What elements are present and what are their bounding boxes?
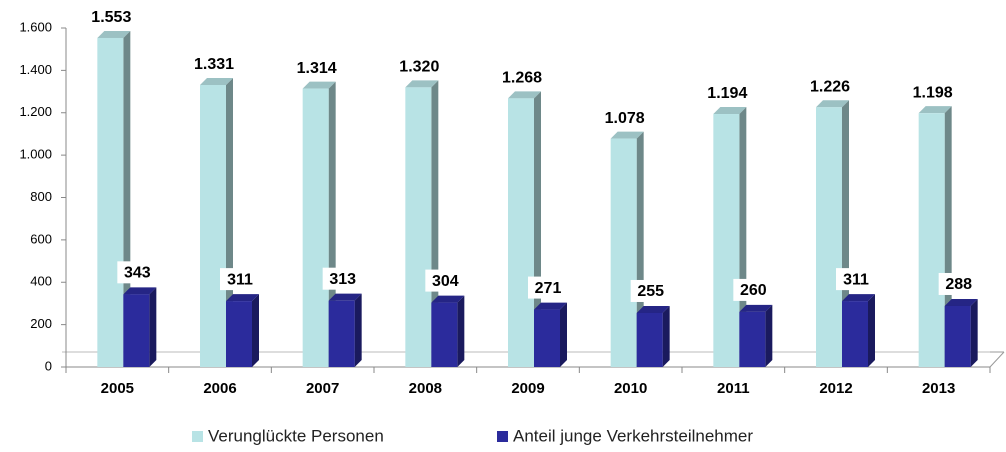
bar <box>97 37 124 367</box>
bar-top <box>610 131 644 139</box>
bar-top <box>636 305 670 313</box>
bar-top <box>200 77 233 85</box>
value-label: 260 <box>740 282 767 299</box>
value-label: 343 <box>124 265 151 282</box>
bar-top <box>431 295 465 303</box>
bar <box>944 305 971 367</box>
bar-top <box>226 294 259 302</box>
bar-top <box>405 80 439 88</box>
value-label: 1.194 <box>707 85 747 102</box>
y-tick-label: 800 <box>30 189 52 204</box>
value-label-box <box>630 279 671 302</box>
value-label-box <box>836 268 876 291</box>
bar-side <box>970 298 978 367</box>
bar-top <box>508 91 541 99</box>
bar-side <box>560 302 567 367</box>
bar <box>739 311 766 367</box>
value-label: 1.331 <box>194 56 234 73</box>
legend-label: Verunglückte Personen <box>208 426 384 445</box>
bar-side <box>149 287 157 367</box>
bar-top <box>713 107 747 115</box>
bar <box>508 98 534 367</box>
x-tick-label: 2006 <box>203 380 236 397</box>
bar <box>431 302 458 367</box>
x-tick-label: 2005 <box>101 380 134 397</box>
bar <box>123 294 150 367</box>
value-label-box <box>425 269 466 292</box>
legend-swatch <box>192 431 203 442</box>
value-label: 1.198 <box>913 84 953 101</box>
value-label: 1.078 <box>605 110 645 127</box>
x-tick-label: 2010 <box>614 380 647 397</box>
value-label-box <box>733 278 774 301</box>
bar <box>713 114 740 368</box>
bar-side <box>739 107 747 368</box>
bar-top <box>944 298 978 306</box>
y-tick-label: 400 <box>30 274 52 289</box>
value-label: 255 <box>637 283 664 300</box>
bar <box>226 301 252 367</box>
legend-swatch <box>497 431 508 442</box>
x-tick-label: 2011 <box>717 380 750 397</box>
value-label-box <box>322 267 363 290</box>
bar-side <box>252 294 259 367</box>
x-tick-label: 2013 <box>922 380 955 397</box>
bar-side <box>431 80 439 367</box>
value-label: 311 <box>843 271 869 288</box>
y-tick-label: 1.400 <box>19 62 52 77</box>
value-label-box <box>938 272 979 295</box>
value-label: 1.314 <box>297 60 337 77</box>
bar-top <box>534 302 567 310</box>
bar-side <box>662 305 670 367</box>
bar-top <box>842 294 875 302</box>
value-label-box <box>117 261 158 284</box>
bar <box>636 312 663 367</box>
bar-top <box>123 287 157 295</box>
value-label-box <box>220 268 260 291</box>
x-tick-label: 2012 <box>819 380 852 397</box>
bar-side <box>354 293 362 367</box>
bar-top <box>302 81 336 89</box>
bar <box>200 84 226 367</box>
bar <box>405 87 432 367</box>
x-tick-label: 2009 <box>511 380 544 397</box>
y-tick-label: 1.000 <box>19 147 52 162</box>
bar <box>816 107 842 368</box>
value-label: 1.226 <box>810 78 850 95</box>
value-label: 1.553 <box>91 9 131 26</box>
y-tick-label: 1.200 <box>19 104 52 119</box>
value-label: 313 <box>329 271 356 288</box>
y-tick-label: 1.600 <box>19 19 52 34</box>
bar <box>610 138 637 367</box>
value-label: 1.268 <box>502 70 542 87</box>
bar-top <box>97 30 131 38</box>
value-label: 304 <box>432 273 459 290</box>
x-axis-edge <box>989 351 1005 368</box>
bar <box>328 300 355 367</box>
y-tick-label: 600 <box>30 231 52 246</box>
bar-top <box>918 106 952 114</box>
bar-side <box>226 77 233 367</box>
bar-top <box>328 293 362 301</box>
x-tick-label: 2007 <box>306 380 339 397</box>
value-label: 1.320 <box>399 59 439 76</box>
bar-top <box>816 100 849 108</box>
x-tick-label: 2008 <box>409 380 442 397</box>
y-tick-label: 0 <box>45 358 52 373</box>
bar <box>302 88 329 367</box>
bar-top <box>739 304 773 312</box>
value-label: 271 <box>535 280 562 297</box>
bar <box>534 309 560 367</box>
bar-side <box>868 294 875 367</box>
y-tick-label: 200 <box>30 316 52 331</box>
bar <box>842 301 868 367</box>
bar <box>918 113 945 367</box>
bar-side <box>765 304 773 367</box>
value-label: 311 <box>227 271 253 288</box>
bar-side <box>457 295 465 367</box>
value-label-box <box>528 276 568 299</box>
value-label: 288 <box>945 276 972 293</box>
legend-label: Anteil junge Verkehrsteilnehmer <box>513 426 753 445</box>
